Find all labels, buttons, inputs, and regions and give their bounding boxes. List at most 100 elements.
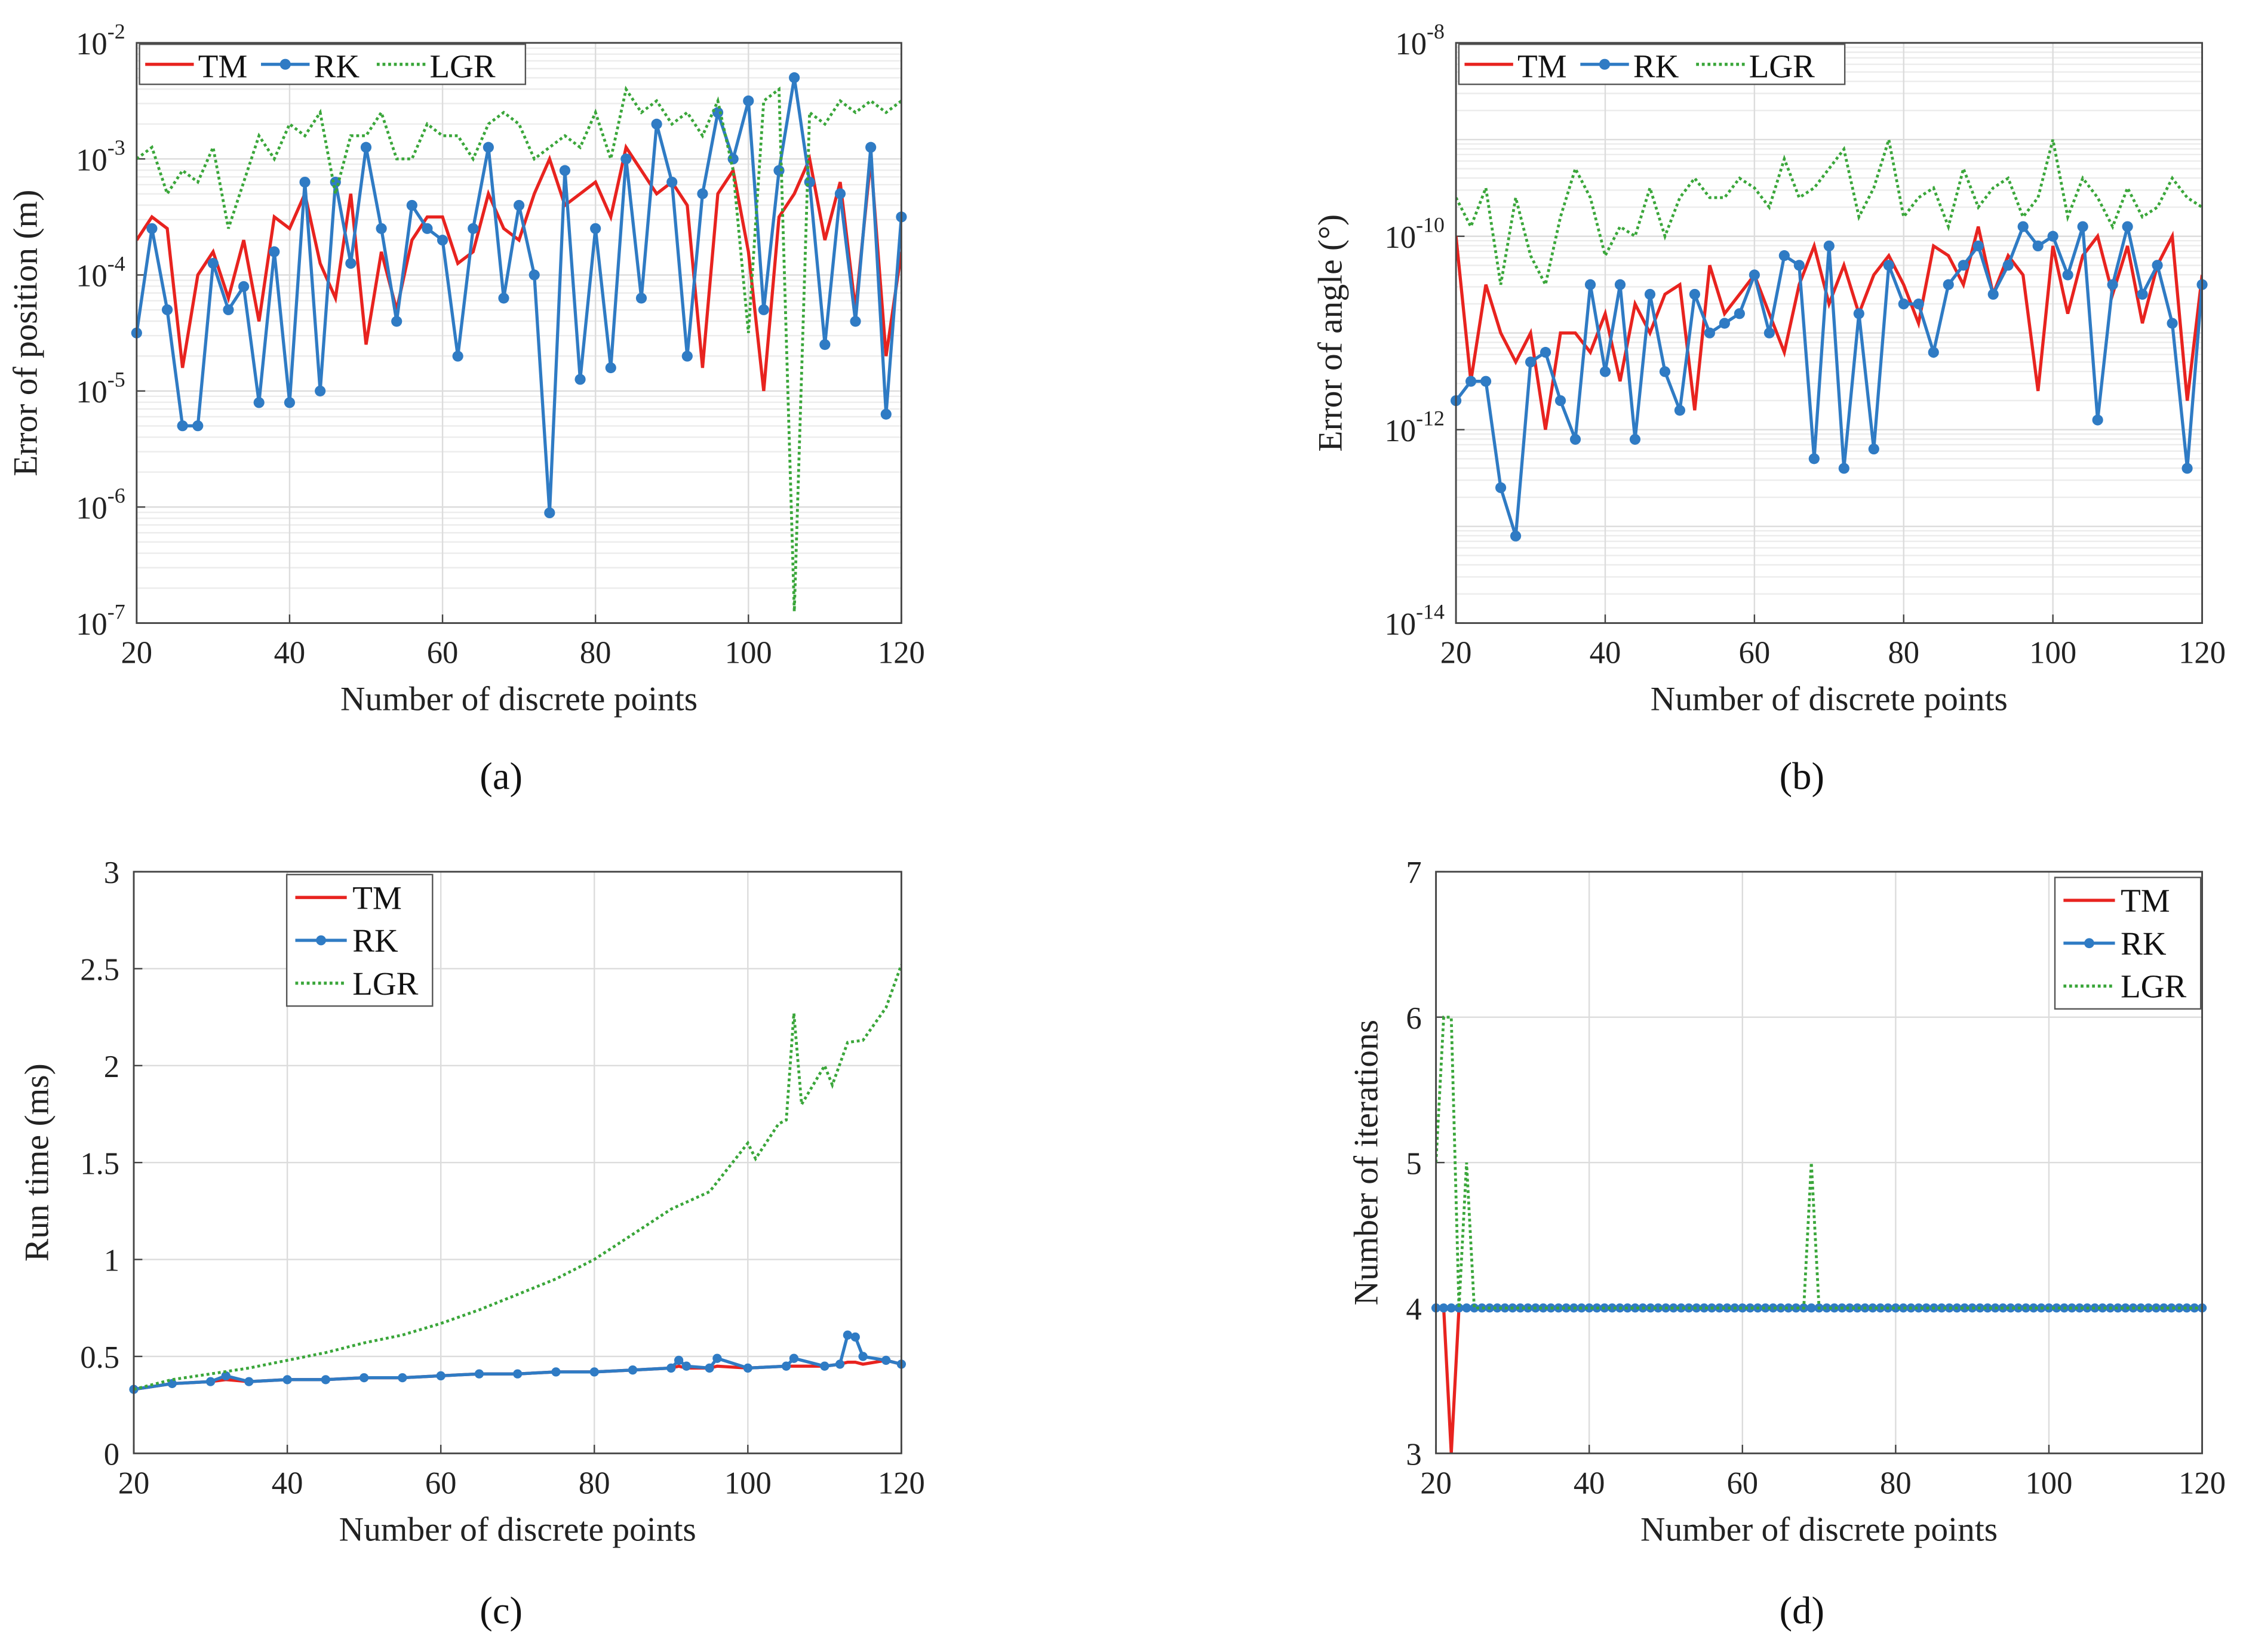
subplot-b: 20 40 60 80 100 120 10-14 10-12 10-10 10-8 Number … [1312, 20, 2226, 798]
series-line-tm [1456, 226, 2202, 430]
rk-marker [498, 293, 509, 304]
rk-marker [452, 350, 463, 362]
axes-box [133, 870, 902, 1454]
rk-marker [1630, 1303, 1640, 1313]
rk-marker [2006, 1303, 2015, 1313]
rk-marker [1722, 1303, 1732, 1313]
y-tick-label: 10-5 [76, 368, 125, 410]
rk-marker [758, 304, 769, 315]
rk-marker [299, 176, 311, 188]
rk-marker [666, 176, 678, 188]
rk-marker [1704, 327, 1716, 339]
rk-marker [773, 165, 785, 176]
rk-marker [681, 1361, 692, 1371]
panel-label: (d) [1780, 1589, 1824, 1632]
rk-marker [1462, 1303, 1471, 1313]
rk-marker [1937, 1303, 1947, 1313]
rk-marker [529, 269, 540, 281]
rk-marker [666, 1363, 676, 1373]
rk-marker [2092, 414, 2103, 426]
rk-marker [345, 257, 357, 269]
rk-marker [406, 199, 417, 211]
rk-marker [843, 1330, 853, 1340]
svg-text:TM: TM [1517, 48, 1567, 84]
rk-marker [789, 72, 800, 84]
series-line-lgr [134, 964, 902, 1391]
rk-marker [1958, 260, 1969, 271]
rk-marker [1768, 1303, 1778, 1313]
subplot-d: 20 40 60 80 100 120 3 4 5 6 7 Number of discrete po… [1347, 856, 2226, 1632]
panel-label: (b) [1780, 754, 1824, 798]
rk-marker [574, 374, 586, 385]
x-tick-label: 20 [1440, 636, 1472, 670]
rk-marker [238, 281, 250, 293]
y-tick-label: 10-7 [76, 599, 125, 641]
rk-marker [360, 141, 372, 153]
svg-text:TM: TM [198, 48, 248, 84]
rk-marker [620, 153, 632, 165]
rk-marker [2032, 240, 2044, 252]
rk-marker [1516, 1303, 1525, 1313]
rk-marker [1943, 279, 1954, 290]
rk-marker [1791, 1303, 1801, 1313]
panel-label: (c) [480, 1589, 523, 1632]
rk-marker [422, 223, 433, 234]
rk-marker [820, 1361, 829, 1371]
y-tick-label: 10-4 [76, 251, 125, 293]
svg-text:LGR: LGR [352, 965, 418, 1002]
svg-text:TM: TM [352, 879, 402, 916]
rk-marker [1898, 299, 1909, 310]
x-tick-label: 80 [1888, 636, 1919, 670]
y-axis-label: Number of iterations [1347, 1020, 1385, 1306]
svg-text:RK: RK [1633, 48, 1679, 84]
series-line-lgr [1436, 1016, 2202, 1310]
x-tick-label: 120 [878, 1466, 925, 1500]
rk-marker [1719, 318, 1731, 329]
rk-marker [544, 507, 555, 519]
rk-marker [1760, 1303, 1770, 1313]
rk-marker [697, 188, 708, 199]
series-line-rk [134, 1333, 902, 1391]
rk-marker [789, 1353, 799, 1363]
subplot-c: 20 40 60 80 100 120 0 0.5 1 1.5 2 2.5 3 Number of dis… [18, 856, 924, 1632]
rk-marker [146, 223, 158, 234]
y-tick-label: 10-2 [76, 20, 125, 61]
x-tick-label: 60 [1739, 636, 1771, 670]
rk-marker [177, 420, 188, 432]
rk-marker [1808, 453, 1820, 464]
rk-marker [2144, 1303, 2153, 1313]
rk-marker [1439, 1303, 1449, 1313]
series-line-lgr [136, 85, 902, 612]
panel-label: (a) [480, 754, 523, 798]
rk-marker [1540, 347, 1551, 358]
rk-marker [1608, 1303, 1617, 1313]
rk-marker [1689, 288, 1701, 300]
rk-marker [1853, 308, 1864, 319]
rk-marker [1584, 279, 1596, 290]
y-tick-label: 3 [1406, 1437, 1421, 1472]
y-axis-label: Error of angle (°) [1312, 214, 1350, 452]
rk-marker [376, 223, 387, 234]
rk-marker [1538, 1303, 1548, 1313]
y-tick-label: 2 [104, 1050, 119, 1084]
legend-item-tm: TM [145, 48, 247, 84]
rk-marker [1470, 1303, 1479, 1313]
rk-marker [1822, 1303, 1832, 1313]
y-tick-label: 2.5 [80, 953, 119, 987]
rk-marker [315, 385, 326, 396]
y-tick-label: 5 [1406, 1146, 1421, 1181]
y-tick-label: 10-3 [76, 136, 125, 177]
rk-marker [2121, 1303, 2130, 1313]
rk-marker [551, 1367, 561, 1377]
rk-marker [1653, 1303, 1663, 1313]
y-tick-label: 3 [104, 856, 119, 890]
rk-marker [835, 1359, 845, 1369]
y-tick-label: 7 [1406, 856, 1421, 890]
rk-marker [2190, 1303, 2199, 1313]
series-line-rk [1456, 223, 2202, 537]
legend: TM RK LGR [1458, 44, 1846, 85]
rk-marker [1510, 530, 1522, 542]
y-tick-label: 10-8 [1395, 20, 1445, 61]
y-axis-label: Error of position (m) [7, 190, 44, 476]
